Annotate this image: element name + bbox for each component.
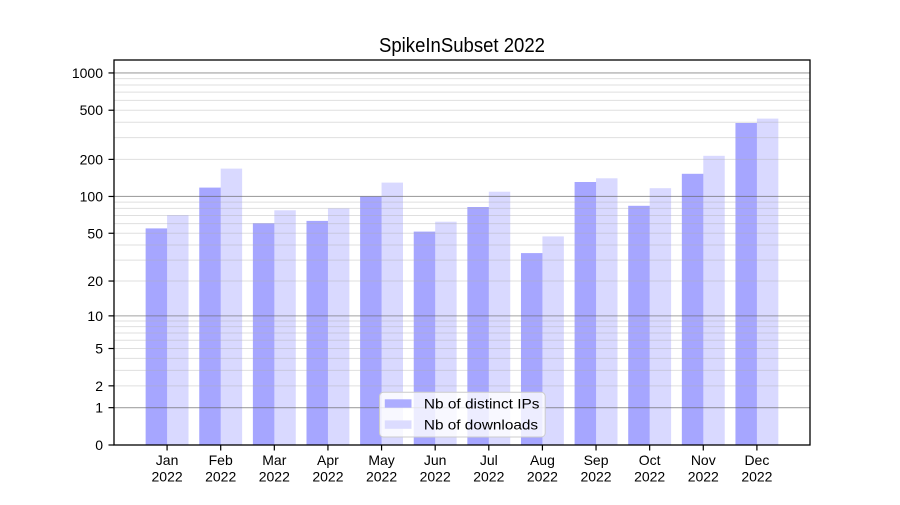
svg-text:2022: 2022 bbox=[634, 468, 665, 484]
svg-text:May: May bbox=[368, 452, 394, 468]
svg-text:500: 500 bbox=[80, 102, 104, 118]
svg-text:0: 0 bbox=[95, 437, 103, 453]
svg-text:2022: 2022 bbox=[688, 468, 719, 484]
svg-text:5: 5 bbox=[95, 341, 103, 357]
svg-text:SpikeInSubset 2022: SpikeInSubset 2022 bbox=[379, 35, 545, 57]
svg-text:10: 10 bbox=[87, 308, 103, 324]
svg-text:2022: 2022 bbox=[473, 468, 504, 484]
svg-text:1000: 1000 bbox=[72, 65, 103, 81]
svg-text:Feb: Feb bbox=[209, 452, 233, 468]
svg-text:2022: 2022 bbox=[366, 468, 397, 484]
svg-text:20: 20 bbox=[87, 273, 103, 289]
svg-text:2022: 2022 bbox=[527, 468, 558, 484]
svg-text:Nov: Nov bbox=[691, 452, 716, 468]
svg-text:Apr: Apr bbox=[317, 452, 339, 468]
svg-text:2022: 2022 bbox=[312, 468, 343, 484]
svg-text:Nb of downloads: Nb of downloads bbox=[424, 417, 538, 433]
svg-text:Dec: Dec bbox=[744, 452, 769, 468]
svg-text:200: 200 bbox=[80, 151, 104, 167]
svg-text:2022: 2022 bbox=[420, 468, 451, 484]
svg-text:2022: 2022 bbox=[741, 468, 772, 484]
svg-text:2022: 2022 bbox=[580, 468, 611, 484]
svg-text:1: 1 bbox=[95, 400, 103, 416]
svg-text:2022: 2022 bbox=[259, 468, 290, 484]
svg-text:Sep: Sep bbox=[584, 452, 609, 468]
svg-text:2: 2 bbox=[95, 378, 103, 394]
svg-text:2022: 2022 bbox=[152, 468, 183, 484]
svg-text:100: 100 bbox=[80, 188, 104, 204]
svg-text:Jan: Jan bbox=[156, 452, 179, 468]
svg-text:Jun: Jun bbox=[424, 452, 447, 468]
svg-text:Oct: Oct bbox=[639, 452, 661, 468]
svg-text:Nb of distinct IPs: Nb of distinct IPs bbox=[424, 395, 540, 411]
svg-text:Aug: Aug bbox=[530, 452, 555, 468]
svg-text:50: 50 bbox=[87, 225, 103, 241]
svg-text:2022: 2022 bbox=[205, 468, 236, 484]
svg-text:Jul: Jul bbox=[480, 452, 498, 468]
svg-text:Mar: Mar bbox=[262, 452, 286, 468]
